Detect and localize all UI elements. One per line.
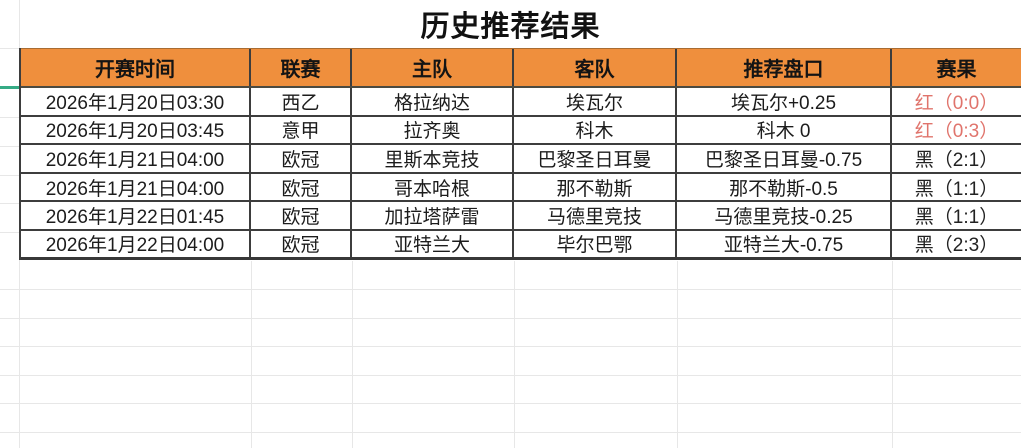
cell-league[interactable]: 欧冠 xyxy=(251,173,352,201)
cell-away-team[interactable]: 毕尔巴鄂 xyxy=(514,230,677,257)
cell-home-team[interactable]: 亚特兰大 xyxy=(352,230,514,257)
cell-time[interactable]: 2026年1月20日03:30 xyxy=(21,88,251,115)
gridline xyxy=(677,261,678,448)
header-league[interactable]: 联赛 xyxy=(251,49,352,86)
cell-home-team[interactable]: 哥本哈根 xyxy=(352,173,514,201)
table-header-row: 开赛时间 联赛 主队 客队 推荐盘口 赛果 xyxy=(21,48,1021,88)
gridline xyxy=(0,117,19,118)
cell-league[interactable]: 欧冠 xyxy=(251,202,352,229)
cell-away-team[interactable]: 巴黎圣日耳曼 xyxy=(514,145,677,172)
cell-result[interactable]: 黑（2:3） xyxy=(914,235,999,257)
cell-time[interactable]: 2026年1月22日01:45 xyxy=(21,202,251,229)
table-row: 2026年1月21日04:00 欧冠 哥本哈根 那不勒斯 那不勒斯-0.5 黑（… xyxy=(21,173,1021,203)
header-time[interactable]: 开赛时间 xyxy=(21,49,251,86)
selection-accent-line xyxy=(0,86,19,89)
cell-time[interactable]: 2026年1月21日04:00 xyxy=(21,173,251,201)
cell-handicap[interactable]: 马德里竞技-0.25 xyxy=(677,202,892,229)
gridline xyxy=(0,403,1021,404)
cell-league[interactable]: 意甲 xyxy=(251,116,352,144)
cell-time[interactable]: 2026年1月22日04:00 xyxy=(21,230,251,257)
cell-handicap[interactable]: 巴黎圣日耳曼-0.75 xyxy=(677,145,892,172)
cell-handicap[interactable]: 埃瓦尔+0.25 xyxy=(677,88,892,115)
cell-league[interactable]: 欧冠 xyxy=(251,145,352,172)
cell-handicap[interactable]: 那不勒斯-0.5 xyxy=(677,173,892,201)
cell-time[interactable]: 2026年1月20日03:45 xyxy=(21,116,251,144)
cell-result[interactable]: 黑（1:1） xyxy=(914,207,999,229)
gridline xyxy=(0,146,19,147)
cell-result[interactable]: 红（0:3） xyxy=(914,121,999,143)
gridline xyxy=(0,48,19,49)
gridline xyxy=(0,318,1021,319)
cell-handicap[interactable]: 亚特兰大-0.75 xyxy=(677,230,892,257)
header-home-team[interactable]: 主队 xyxy=(352,49,514,86)
header-away-team[interactable]: 客队 xyxy=(514,49,677,86)
cell-league[interactable]: 欧冠 xyxy=(251,230,352,257)
page-title: 历史推荐结果 xyxy=(420,11,601,43)
header-handicap[interactable]: 推荐盘口 xyxy=(677,49,892,86)
gridline xyxy=(892,261,893,448)
cell-home-team[interactable]: 格拉纳达 xyxy=(352,88,514,115)
cell-away-team[interactable]: 那不勒斯 xyxy=(514,173,677,201)
cell-away-team[interactable]: 科木 xyxy=(514,116,677,144)
cell-result[interactable]: 红（0:0） xyxy=(914,92,999,114)
cell-handicap[interactable]: 科木 0 xyxy=(677,116,892,144)
cell-result[interactable]: 黑（1:1） xyxy=(914,178,999,200)
gridline xyxy=(514,261,515,448)
table-row: 2026年1月21日04:00 欧冠 里斯本竞技 巴黎圣日耳曼 巴黎圣日耳曼-0… xyxy=(21,145,1021,174)
gridline xyxy=(0,203,19,204)
cell-time[interactable]: 2026年1月21日04:00 xyxy=(21,145,251,172)
gridline xyxy=(0,375,1021,376)
table-row: 2026年1月20日03:30 西乙 格拉纳达 埃瓦尔 埃瓦尔+0.25 红（0… xyxy=(21,88,1021,117)
cell-result[interactable]: 黑（2:1） xyxy=(914,149,999,171)
cell-home-team[interactable]: 拉齐奥 xyxy=(352,116,514,144)
gridline xyxy=(0,232,19,233)
results-table: 开赛时间 联赛 主队 客队 推荐盘口 赛果 2026年1月20日03:30 西乙… xyxy=(19,48,1021,260)
table-row: 2026年1月20日03:45 意甲 拉齐奥 科木 科木 0 红（0:3） xyxy=(21,116,1021,146)
gridline xyxy=(352,261,353,448)
gridline xyxy=(0,289,1021,290)
cell-home-team[interactable]: 里斯本竞技 xyxy=(352,145,514,172)
cell-league[interactable]: 西乙 xyxy=(251,88,352,115)
gridline xyxy=(0,432,1021,433)
cell-home-team[interactable]: 加拉塔萨雷 xyxy=(352,202,514,229)
gridline xyxy=(251,261,252,448)
table-row: 2026年1月22日01:45 欧冠 加拉塔萨雷 马德里竞技 马德里竞技-0.2… xyxy=(21,202,1021,231)
cell-away-team[interactable]: 马德里竞技 xyxy=(514,202,677,229)
table-row: 2026年1月22日04:00 欧冠 亚特兰大 毕尔巴鄂 亚特兰大-0.75 黑… xyxy=(21,230,1021,260)
header-result[interactable]: 赛果 xyxy=(936,59,977,81)
gridline xyxy=(0,175,19,176)
cell-away-team[interactable]: 埃瓦尔 xyxy=(514,88,677,115)
gridline xyxy=(0,346,1021,347)
